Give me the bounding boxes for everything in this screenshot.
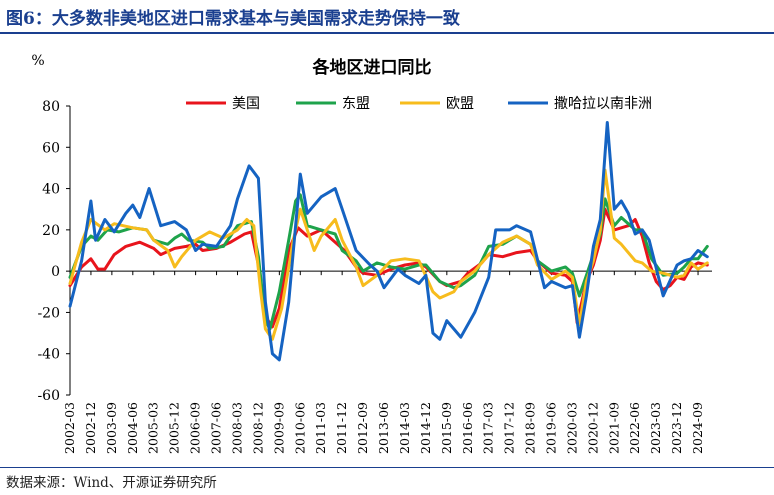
x-tick-label: 2019-06 [544, 402, 559, 454]
plot-area [70, 123, 707, 360]
x-tick-label: 2005-12 [167, 402, 182, 454]
x-tick-label: 2007-06 [209, 402, 224, 454]
y-tick-label: -40 [37, 347, 60, 363]
x-tick-label: 2010-06 [292, 402, 307, 454]
source-note: 数据来源：Wind、开源证券研究所 [6, 471, 217, 491]
x-tick-label: 2004-06 [125, 402, 140, 454]
bottom-rule [0, 467, 774, 468]
x-tick-label: 2011-03 [313, 402, 328, 454]
series-line-3 [70, 123, 707, 360]
legend-label-2: 欧盟 [446, 96, 474, 112]
x-tick-label: 2014-12 [418, 402, 433, 454]
x-tick-label: 2003-09 [104, 402, 119, 454]
x-tick-label: 2009-09 [271, 402, 286, 454]
chart-title: 各地区进口同比 [312, 57, 432, 78]
y-tick-label: 20 [42, 223, 60, 239]
legend: 美国 东盟 欧盟 撒哈拉以南非洲 [186, 96, 652, 112]
x-tick-label: 2002-03 [62, 402, 77, 454]
y-axis-unit: % [31, 53, 44, 69]
y-tick-label: 40 [42, 182, 60, 198]
y-tick-label: 80 [42, 99, 60, 115]
x-tick-label: 2015-09 [439, 402, 454, 454]
y-tick-label: -60 [37, 388, 60, 404]
x-tick-label: 2017-03 [481, 402, 496, 454]
y-tick-label: 60 [42, 140, 60, 156]
x-tick-label: 2016-06 [460, 402, 475, 454]
y-axis: -60 -40 -20 0 20 40 60 80 [37, 99, 70, 404]
x-axis: 2002-03 2002-12 2003-09 2004-06 2005-03 2005-… [62, 271, 712, 454]
x-tick-label: 2021-09 [606, 402, 621, 454]
x-tick-label: 2023-03 [648, 402, 663, 454]
legend-label-1: 东盟 [342, 96, 370, 112]
legend-label-3: 撒哈拉以南非洲 [554, 96, 652, 112]
x-tick-label: 2008-03 [229, 402, 244, 454]
y-tick-label: -20 [37, 305, 60, 321]
x-tick-label: 2020-12 [585, 402, 600, 454]
x-tick-label: 2011-12 [334, 402, 349, 454]
x-tick-label: 2005-03 [146, 402, 161, 454]
x-tick-label: 2008-12 [250, 402, 265, 454]
x-tick-label: 2002-12 [83, 402, 98, 454]
x-tick-label: 2023-12 [669, 402, 684, 454]
x-tick-label: 2013-06 [376, 402, 391, 454]
x-tick-label: 2020-03 [564, 402, 579, 454]
x-tick-label: 2017-12 [502, 402, 517, 454]
x-tick-label: 2024-09 [690, 402, 705, 454]
x-tick-label: 2018-09 [523, 402, 538, 454]
legend-label-0: 美国 [232, 96, 260, 112]
x-tick-label: 2014-03 [397, 402, 412, 454]
x-tick-label: 2022-06 [627, 402, 642, 454]
x-tick-label: 2006-09 [188, 402, 203, 454]
y-tick-label: 0 [51, 264, 60, 280]
x-tick-label: 2012-09 [355, 402, 370, 454]
